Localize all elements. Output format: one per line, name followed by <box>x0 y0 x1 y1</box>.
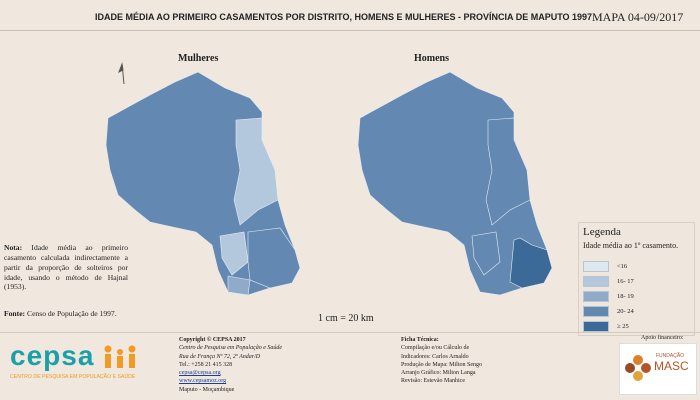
cepsa-logo: cepsa CENTRO DE PESQUISA EM POPULAÇÃO E … <box>10 340 138 390</box>
district <box>219 231 249 276</box>
district <box>233 117 279 226</box>
copyright-line: Copyright © CEPSA 2017 <box>179 337 246 343</box>
logo-tagline: CENTRO DE PESQUISA EM POPULAÇÃO E SAÚDE <box>10 374 136 380</box>
scale: 1 cm = 20 km <box>318 313 374 324</box>
copyright-line: cepsa@cepsa.org <box>179 370 221 377</box>
legend-label: 16- 17 <box>617 278 634 285</box>
map-title: Homens <box>414 53 449 64</box>
support: Apoio financeiro: <box>641 335 684 341</box>
maps <box>105 62 553 296</box>
technical-sheet: Ficha Técnica: Compilação e/ou Cálculo de… <box>401 336 482 386</box>
note-text: Idade média ao primeiro casamento calcul… <box>4 243 128 292</box>
map-title: Mulheres <box>178 53 219 64</box>
legend-item: <16 <box>583 261 627 272</box>
source: Fonte: Censo de População de 1997. <box>4 309 128 319</box>
legend-swatch <box>583 306 609 317</box>
title: IDADE MÉDIA AO PRIMEIRO CASAMENTOS POR D… <box>95 12 593 22</box>
north-arrow <box>118 62 125 85</box>
divider <box>0 30 700 31</box>
district <box>485 117 531 226</box>
masc-logo: FUNDAÇÃO MASC <box>619 343 697 395</box>
technical-line: Produção de Mapa: Milton Sengo <box>401 361 482 368</box>
masc-flower <box>625 355 651 381</box>
technical-line: Indicadores: Carlos Arnaldo <box>401 353 469 360</box>
map-id: MAPA 04-09/2017 <box>592 10 684 24</box>
copyright-line: www.cepsamoz.org <box>179 378 227 385</box>
logo-figures <box>104 345 136 368</box>
technical-line: Arranjo Gráfico: Milton Langa <box>401 370 476 377</box>
legend-swatch <box>583 291 609 302</box>
copyright-line: Tel.: +258 21 415 328 <box>179 361 233 368</box>
logo-text: cepsa <box>10 340 95 371</box>
copyright: Copyright © CEPSA 2017 Centro de Pesquisa… <box>179 336 282 394</box>
legend-item: ≥ 25 <box>583 321 629 332</box>
source-text: Censo de População de 1997. <box>27 309 117 318</box>
legend-label: 18- 19 <box>617 293 634 300</box>
legend-label: ≥ 25 <box>617 323 629 330</box>
map-mulheres <box>105 71 301 296</box>
legend-title: Legenda <box>583 226 621 238</box>
legend-item: 18- 19 <box>583 291 634 302</box>
copyright-line: Maputo - Moçambique <box>179 386 235 393</box>
source-label: Fonte: <box>4 309 26 318</box>
copyright-line: Rua de França Nº 72, 2º Andar/D <box>179 353 261 360</box>
legend-item: 20- 24 <box>583 306 634 317</box>
note: Nota: Idade média ao primeiro casamento … <box>4 243 128 292</box>
map-homens <box>357 71 553 296</box>
legend-label: 20- 24 <box>617 308 634 315</box>
district <box>471 231 501 276</box>
technical-line: Compilação e/ou Cálculo de <box>401 345 470 352</box>
legend-swatch <box>583 261 609 272</box>
copyright-line: Centro de Pesquisa em População e Saúde <box>179 345 283 352</box>
district <box>227 275 251 296</box>
masc-top: FUNDAÇÃO <box>656 353 685 359</box>
legend-subtitle: Idade média ao 1º casamento. <box>583 241 679 250</box>
legend: Legenda Idade média ao 1º casamento. <16… <box>578 222 695 336</box>
note-label: Nota: <box>4 243 23 252</box>
technical-line: Revisão: Estevão Manhice <box>401 378 465 385</box>
masc-text: MASC <box>654 359 689 373</box>
district <box>247 227 301 289</box>
legend-swatch <box>583 321 609 332</box>
legend-swatch <box>583 276 609 287</box>
district <box>509 237 553 289</box>
technical-line: Ficha Técnica: <box>401 337 439 343</box>
legend-label: <16 <box>617 263 628 270</box>
divider <box>0 332 700 333</box>
legend-item: 16- 17 <box>583 276 634 287</box>
